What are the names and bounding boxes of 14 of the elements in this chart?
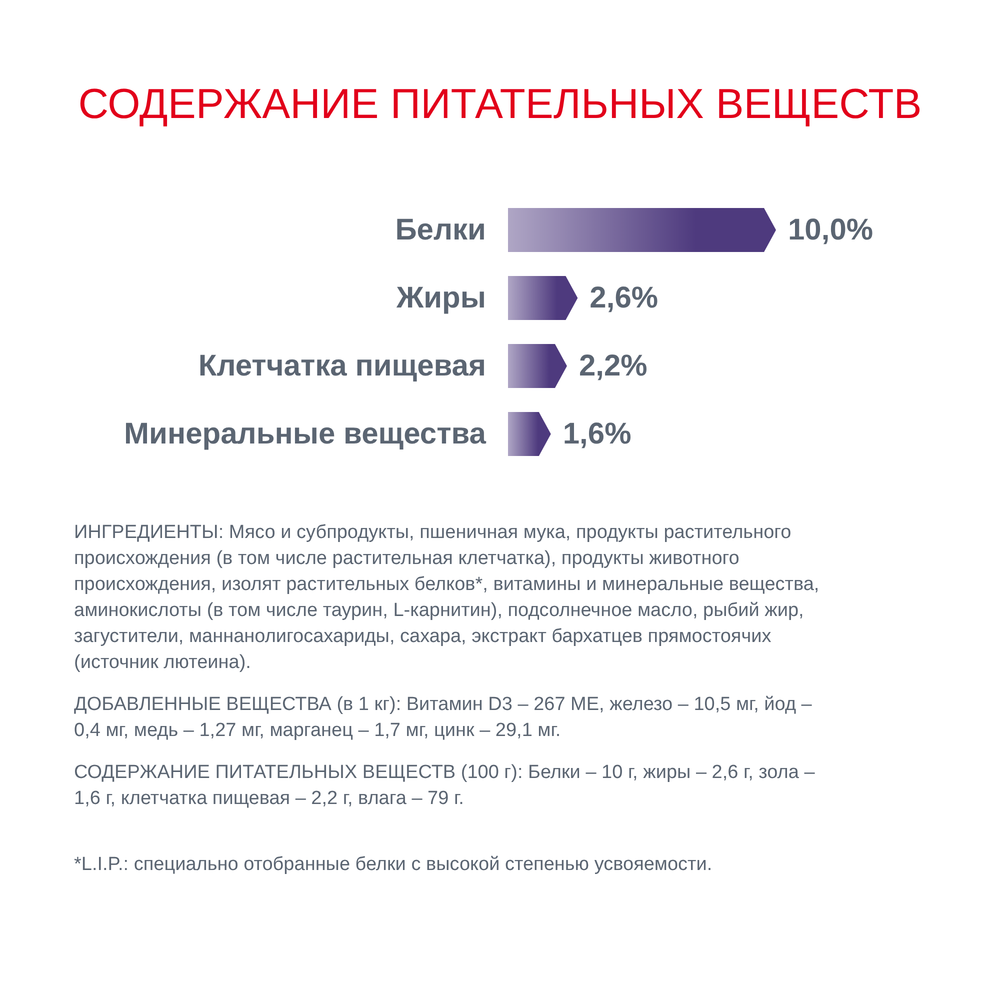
y-tick-label: Минеральные вещества [124,418,486,450]
text: СОДЕРЖАНИЕ ПИТАТЕЛЬНЫХ ВЕЩЕСТВ (100 г): Белки – 10 г, жиры – 2,6 г, зола – 1,6 г, клетчатка пищевая – 2,2 г, влага – 79 г. [74,761,816,811]
bar [508,208,776,252]
text: ДОБАВЛЕННЫЕ ВЕЩЕСТВА (в 1 кг): Витамин D3 – 267 МЕ, железо – 10,5 мг, йод – 0,4 мг, медь – 1,27 мг, марганец – 1,7 мг, цинк – 29,1 мг. [74,693,813,743]
y-tick-label: Белки [395,214,486,246]
chart-title: СОДЕРЖАНИЕ ПИТАТЕЛЬНЫХ ВЕЩЕСТВ [78,80,922,127]
text: ИНГРЕДИЕНТЫ: Мясо и субпродукты, пшеничная мука, продукты растительного происхождения (в том числе растительная клетчатка), продукты животного происхождения, изолят растительных белков*, витамины и минеральные вещества, аминокислоты (в том числе таурин, L-карнитин), подсолнечное масло, рыбий жир, загустители, маннанолигосахариды, сахара, экстракт бархатцев прямостоячих (источник лютеина). [74,521,820,675]
data-label: 10,0% [788,214,874,246]
y-tick-label: Жиры [395,282,486,314]
data-label: 2,2% [578,350,648,382]
text: *L.I.P.: специально отобранные белки с высокой степенью усвояемости. [74,853,714,877]
data-label: 2,6% [590,282,658,314]
data-label: 1,6% [562,418,632,450]
y-tick-label: Клетчатка пищевая [198,350,486,382]
